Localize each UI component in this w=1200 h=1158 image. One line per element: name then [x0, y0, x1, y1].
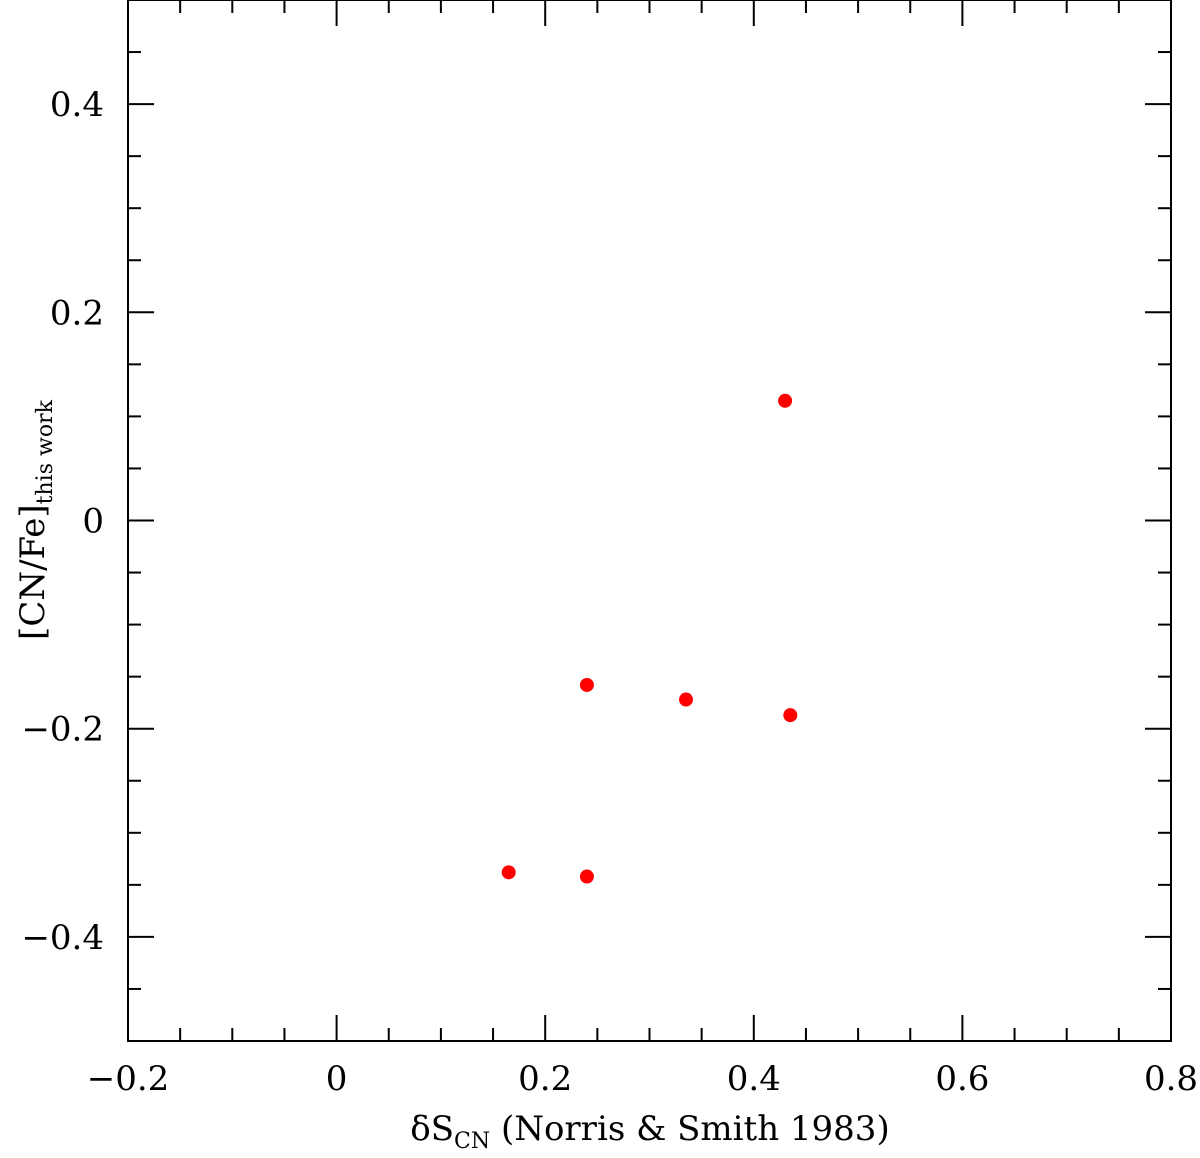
x-axis-label-subscript: CN [454, 1129, 490, 1154]
y-tick-label: 0 [82, 502, 104, 542]
x-tick-label: 0.4 [727, 1059, 781, 1099]
axis-tick-labels: −0.2 0 0.2 0.4 0.6 0.8 −0.4 −0.2 0 0.2 0.4 [21, 85, 1198, 1099]
x-axis-label-suffix: (Norris & Smith 1983) [490, 1109, 890, 1149]
y-tick-label: −0.2 [21, 710, 104, 750]
x-tick-label: 0 [326, 1059, 348, 1099]
data-point [778, 393, 793, 408]
x-axis-label: δSCN (Norris & Smith 1983) [410, 1109, 889, 1154]
x-tick-label: 0.8 [1144, 1059, 1198, 1099]
plot-frame [127, 0, 1172, 1042]
y-axis-label: [CN/Fe]this work [13, 399, 58, 640]
data-point [579, 869, 594, 884]
y-axis-label-subscript: this work [33, 399, 58, 504]
data-points [501, 393, 798, 884]
data-point [501, 865, 516, 880]
x-axis-label-prefix: δS [410, 1109, 454, 1149]
y-tick-label: −0.4 [21, 918, 104, 958]
axis-ticks [127, 0, 1172, 1042]
y-tick-label: 0.4 [50, 85, 104, 125]
y-axis-label-main: [CN/Fe] [13, 504, 53, 640]
data-point [679, 692, 694, 707]
data-point [579, 677, 594, 692]
x-tick-label: 0.6 [935, 1059, 989, 1099]
data-point [783, 708, 798, 723]
x-tick-label: −0.2 [87, 1059, 170, 1099]
x-tick-label: 0.2 [518, 1059, 572, 1099]
y-tick-label: 0.2 [50, 293, 104, 333]
